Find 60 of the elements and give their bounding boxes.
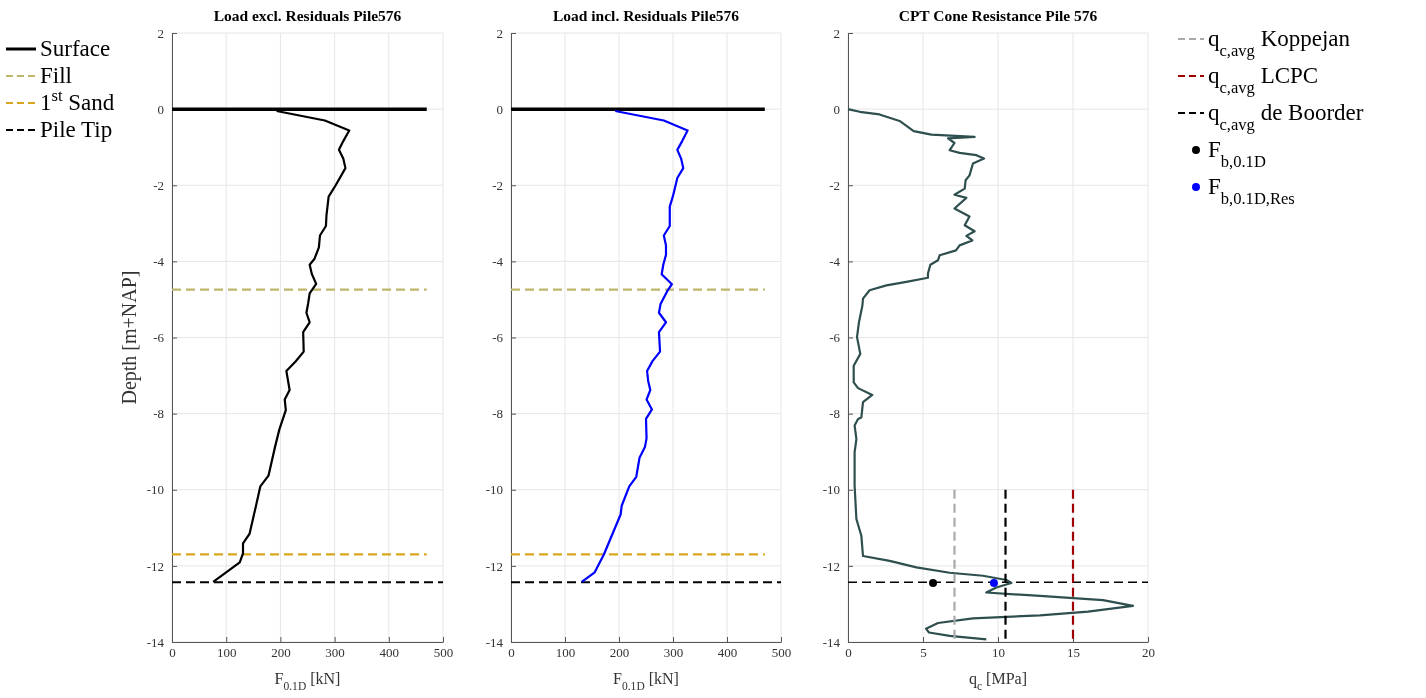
y-tick-label: -8 xyxy=(492,406,503,422)
legend-label: q$_{c,avg}$ LCPC xyxy=(1208,63,1319,97)
legend-label: q$_{c,avg}$ de Boorder xyxy=(1208,100,1364,134)
chart-title: CPT Cone Resistance Pile 576 xyxy=(898,7,1098,24)
y-tick-label: -2 xyxy=(829,177,840,193)
legend-label: Fill xyxy=(40,63,72,88)
y-tick-label: -12 xyxy=(822,558,840,574)
y-tick-label: 2 xyxy=(833,25,840,41)
y-tick-label: -2 xyxy=(492,177,503,193)
x-tick-label: 0 xyxy=(845,645,852,661)
x-tick-label: 0 xyxy=(508,645,515,661)
x-tick-label: 500 xyxy=(433,645,454,661)
x-tick-label: 200 xyxy=(609,645,630,661)
x-tick-label: 500 xyxy=(771,645,792,661)
chart-title: Load excl. Residuals Pile576 xyxy=(213,7,402,24)
x-tick-label: 400 xyxy=(717,645,738,661)
y-tick-label: -14 xyxy=(485,634,504,650)
x-tick-label: 300 xyxy=(663,645,684,661)
x-tick-label: 15 xyxy=(1067,645,1080,661)
legend-label: F$_{b,0.1D,Res}$ xyxy=(1208,174,1295,208)
y-tick-label: 0 xyxy=(833,101,840,117)
y-tick-label: 2 xyxy=(496,25,503,41)
legend-label: F$_{b,0.1D}$ xyxy=(1208,137,1266,171)
y-tick-label: -14 xyxy=(822,634,841,650)
legend-label: Surface xyxy=(40,36,111,61)
x-axis-title: F$_{0.1D}$ [kN] xyxy=(274,670,341,692)
y-tick-label: -10 xyxy=(485,482,503,498)
y-tick-label: -10 xyxy=(146,482,164,498)
y-tick-label: 0 xyxy=(496,101,503,117)
x-tick-label: 0 xyxy=(169,645,176,661)
y-tick-label: -14 xyxy=(146,634,165,650)
x-axis-title: q$_{c}$ [MPa] xyxy=(968,670,1028,692)
x-tick-label: 300 xyxy=(325,645,345,661)
x-tick-label: 10 xyxy=(992,645,1005,661)
y-tick-label: 0 xyxy=(157,101,164,117)
y-tick-label: -8 xyxy=(153,406,164,422)
y-axis-title: Depth [m+NAP] xyxy=(118,270,141,405)
y-tick-label: -6 xyxy=(492,330,504,346)
y-tick-label: -4 xyxy=(153,254,165,270)
y-tick-label: -4 xyxy=(492,254,504,270)
y-tick-label: -2 xyxy=(153,177,164,193)
x-axis-title: F$_{0.1D}$ [kN] xyxy=(613,670,679,692)
y-tick-label: -6 xyxy=(829,330,841,346)
legend-label: q$_{c,avg}$ Koppejan xyxy=(1208,26,1351,60)
y-tick-label: -6 xyxy=(153,330,165,346)
legend-label: Pile Tip xyxy=(40,117,113,142)
y-tick-label: -12 xyxy=(485,558,503,574)
x-tick-label: 100 xyxy=(216,645,237,661)
legend-label: 1$^{st}$ Sand xyxy=(40,85,115,115)
x-tick-label: 100 xyxy=(555,645,576,661)
x-tick-label: 200 xyxy=(271,645,291,661)
y-tick-label: 2 xyxy=(157,25,164,41)
chart-title: Load incl. Residuals Pile576 xyxy=(552,7,740,24)
x-tick-label: 20 xyxy=(1142,645,1155,661)
x-tick-label: 5 xyxy=(920,645,927,661)
y-tick-label: -10 xyxy=(822,482,840,498)
y-tick-label: -8 xyxy=(829,406,840,422)
y-tick-label: -4 xyxy=(829,254,841,270)
y-tick-label: -12 xyxy=(146,558,164,574)
x-tick-label: 400 xyxy=(379,645,400,661)
